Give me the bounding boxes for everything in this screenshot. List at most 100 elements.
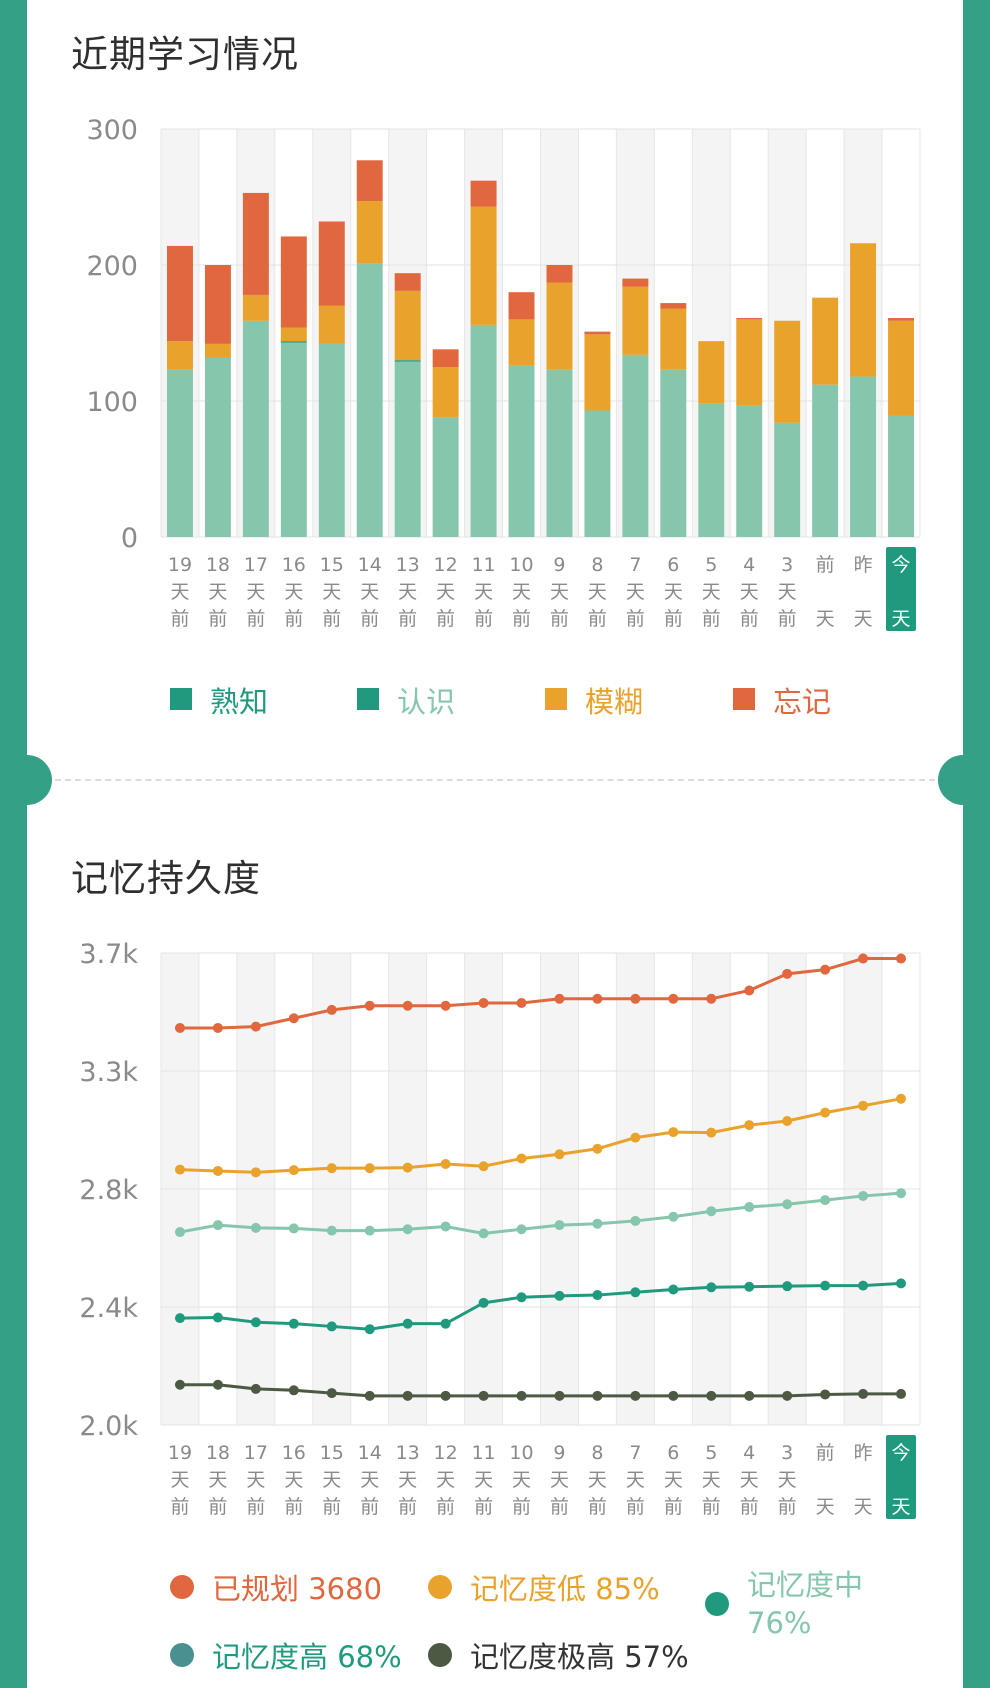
bar-y-tick: 300 [86,115,138,146]
legend-memory-mid-text: 记忆度中 76% [747,1566,863,1642]
bar-x-label: 前 [208,608,227,630]
line-point-planned [706,993,717,1004]
bar-x-label: 前 [284,608,303,630]
bar-x-label: 前 [740,608,759,630]
line-x-label: 前 [208,1496,227,1518]
line-point-memory-very-high [478,1390,489,1401]
line-point-memory-mid [858,1190,869,1201]
ticket-notch-right [938,755,988,805]
bar-x-label: 天 [246,581,265,603]
line-point-memory-mid [896,1188,907,1199]
line-point-memory-low [478,1161,489,1172]
line-point-memory-low [250,1167,261,1178]
line-point-planned [212,1022,223,1033]
bar-segment-familiar [167,369,193,537]
line-point-planned [668,993,679,1004]
bar-x-label: 前 [702,608,721,630]
bar-segment-blurry [850,243,877,377]
bar-segment-blurry [584,334,611,411]
line-x-label: 前 [626,1496,645,1518]
line-x-label: 13 [396,1442,420,1464]
line-point-planned [440,1000,451,1011]
line-point-planned [630,993,641,1004]
line-x-label: 5 [705,1442,717,1464]
line-point-memory-high [630,1287,641,1298]
legend-memory-low[interactable]: 记忆度低 85% [428,1566,660,1608]
line-x-label: 前 [436,1496,455,1518]
bar-x-label: 18 [206,554,230,576]
line-x-label: 3 [781,1442,793,1464]
bar-segment-forgot [242,192,269,295]
bar-x-label: 天 [474,581,493,603]
bar-x-label: 天 [360,581,379,603]
legend-familiar[interactable]: 熟知 [170,679,268,721]
bar-segment-familiar [280,342,307,537]
line-point-planned [174,1022,185,1033]
legend-memory-mid-label: 记忆度中 [747,1568,864,1602]
line-x-label: 前 [816,1442,835,1464]
bar-x-label: 天 [892,608,911,630]
bar-x-label: 5 [705,554,717,576]
line-x-label: 10 [509,1442,533,1464]
bar-segment-forgot [736,318,763,320]
memory-durability-title: 记忆持久度 [71,857,261,900]
line-x-label: 前 [246,1496,265,1518]
bar-x-label: 13 [396,554,420,576]
line-point-memory-mid [744,1202,755,1213]
bar-segment-blurry [356,201,383,264]
line-point-memory-high [250,1317,261,1328]
bar-segment-familiar [622,354,649,537]
bar-segment-familiar [356,263,383,537]
bar-segment-familiar [774,422,801,537]
legend-planned[interactable]: 已规划 3680 [170,1566,382,1608]
bar-segment-forgot [280,236,307,328]
bar-segment-blurry [394,290,421,361]
legend-memory-high-dot [170,1643,194,1667]
legend-recognize-label: 认识 [397,685,456,719]
line-point-memory-high [592,1290,603,1301]
bar-segment-blurry [470,206,497,325]
line-today-badge [886,1435,917,1519]
line-point-planned [364,1000,375,1011]
bar-x-label: 12 [434,554,458,576]
bar-segment-familiar [660,369,687,537]
line-point-memory-low [440,1159,451,1170]
line-y-tick: 3.7k [79,939,138,970]
line-x-label: 前 [550,1496,569,1518]
bar-segment-forgot [167,245,193,342]
bar-segment-familiar [470,324,497,537]
line-point-memory-mid [668,1211,679,1222]
line-series-planned [179,957,902,1030]
legend-forgot[interactable]: 忘记 [733,679,831,721]
line-point-memory-mid [782,1199,793,1210]
line-x-label: 19 [168,1442,192,1464]
line-point-planned [478,997,489,1008]
line-point-memory-very-high [174,1379,185,1390]
line-y-tick: 2.8k [79,1175,138,1206]
line-point-memory-high [212,1312,223,1323]
legend-forgot-label: 忘记 [773,685,832,719]
line-point-memory-very-high [288,1385,299,1396]
line-point-planned [820,964,831,975]
legend-memory-very-high[interactable]: 记忆度极高 57% [428,1634,689,1676]
legend-memory-high[interactable]: 记忆度高 68% [170,1634,402,1676]
bar-segment-forgot [356,160,383,202]
bar-segment-blurry [888,320,914,416]
bar-x-label: 7 [629,554,641,576]
line-x-label: 16 [282,1442,306,1464]
legend-recognize[interactable]: 认识 [357,679,455,721]
bar-segment-blurry [660,308,687,370]
bar-x-label: 前 [398,608,417,630]
line-point-memory-mid [706,1206,717,1217]
line-point-planned [402,1000,413,1011]
legend-blurry[interactable]: 模糊 [545,679,643,721]
line-point-memory-low [402,1162,413,1173]
line-point-memory-mid [516,1224,527,1235]
legend-memory-mid[interactable]: 记忆度中 76% [705,1566,863,1642]
line-point-memory-high [478,1297,489,1308]
line-point-memory-mid [212,1220,223,1231]
bar-x-label: 天 [284,581,303,603]
bar-segment-forgot [546,265,573,283]
line-point-memory-very-high [440,1390,451,1401]
bar-x-label: 前 [664,608,683,630]
